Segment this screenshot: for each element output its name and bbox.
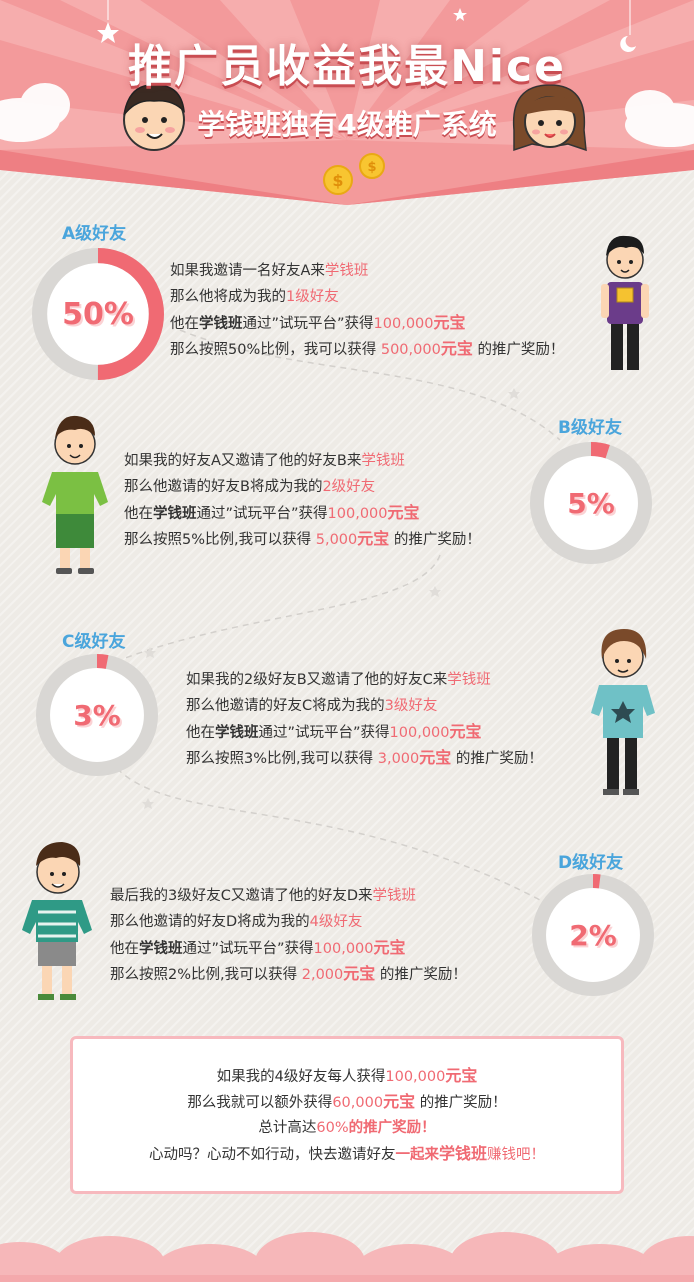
ring-progress bbox=[531, 873, 655, 997]
star-icon bbox=[97, 8, 467, 43]
level-c-label: C级好友 bbox=[62, 632, 126, 652]
level-line-2: 那么他邀请的好友B将成为我的2级好友 bbox=[124, 479, 376, 495]
level-c-ring: 3% bbox=[35, 653, 159, 777]
level-line-4: 那么按照5%比例,我可以获得 5,000元宝 的推广奖励！ bbox=[124, 529, 481, 548]
level-d-ring-chart bbox=[531, 873, 655, 997]
summary-line-3: 总计高达60%的推广奖励！ bbox=[258, 1120, 436, 1136]
connector-path bbox=[109, 329, 561, 901]
level-line-3: 他在学钱班通过”试玩平台”获得100,000元宝 bbox=[124, 503, 420, 522]
level-line-2: 那么他邀请的好友D将成为我的4级好友 bbox=[110, 914, 363, 930]
boy-a-figure bbox=[601, 235, 649, 370]
boy-face-icon bbox=[123, 84, 185, 151]
ring-progress bbox=[529, 441, 653, 565]
level-a-label: A级好友 bbox=[62, 224, 127, 244]
level-line-1: 如果我的好友A又邀请了他的好友B来学钱班 bbox=[124, 453, 405, 469]
ring-progress bbox=[32, 248, 164, 380]
ring-progress bbox=[35, 653, 159, 777]
summary-line-2: 那么我就可以额外获得60,000元宝 的推广奖励！ bbox=[187, 1092, 507, 1111]
level-line-3: 他在学钱班通过”试玩平台”获得100,000元宝 bbox=[170, 313, 466, 332]
level-b-label: B级好友 bbox=[558, 418, 622, 438]
level-line-4: 那么按照50%比例，我可以获得 500,000元宝 的推广奖励！ bbox=[170, 339, 565, 358]
summary-box: 如果我的4级好友每人获得100,000元宝 那么我就可以额外获得60,000元宝… bbox=[70, 1036, 624, 1194]
level-a-ring: 50% bbox=[32, 248, 164, 380]
page-subtitle: 学钱班独有4级推广系统 bbox=[197, 108, 497, 141]
level-c-ring-chart bbox=[35, 653, 159, 777]
summary-line-4: 心动吗？心动不如行动，快去邀请好友一起来学钱班赚钱吧！ bbox=[148, 1144, 545, 1163]
level-d-percent: 2% bbox=[569, 918, 617, 952]
cloud-icon bbox=[0, 83, 694, 147]
level-line-1: 如果我的2级好友B又邀请了他的好友C来学钱班 bbox=[186, 672, 491, 688]
header-rays: $ $ bbox=[0, 0, 694, 205]
boy-c-figure bbox=[591, 629, 655, 795]
level-b-percent: 5% bbox=[567, 486, 615, 520]
level-line-4: 那么按照3%比例,我可以获得 3,000元宝 的推广奖励！ bbox=[186, 748, 543, 767]
level-c-text: 如果我的2级好友B又邀请了他的好友C来学钱班 那么他邀请的好友C将成为我的3级好友… bbox=[186, 667, 543, 771]
level-b-text: 如果我的好友A又邀请了他的好友B来学钱班 那么他邀请的好友B将成为我的2级好友他在… bbox=[124, 448, 481, 552]
header-banner: $ $ 推广员收益我最Nice 学钱班独有4级推广系统 bbox=[0, 0, 694, 210]
level-line-3: 他在学钱班通过”试玩平台”获得100,000元宝 bbox=[186, 722, 482, 741]
boy-b-figure bbox=[42, 415, 108, 574]
level-line-1: 如果我邀请一名好友A来学钱班 bbox=[170, 263, 369, 279]
level-line-2: 那么他将成为我的1级好友 bbox=[170, 289, 339, 305]
level-d-text: 最后我的3级好友C又邀请了他的好友D来学钱班 那么他邀请的好友D将成为我的4级好友… bbox=[110, 883, 467, 987]
star-icon bbox=[142, 388, 520, 809]
svg-text:$: $ bbox=[332, 171, 343, 190]
level-line-4: 那么按照2%比例,我可以获得 2,000元宝 的推广奖励！ bbox=[110, 964, 467, 983]
bottom-decoration bbox=[0, 1232, 694, 1282]
coin-icon: $ $ bbox=[323, 153, 385, 195]
level-d-label: D级好友 bbox=[558, 853, 624, 873]
boy-d-figure bbox=[22, 842, 92, 1000]
level-line-3: 他在学钱班通过”试玩平台”获得100,000元宝 bbox=[110, 938, 406, 957]
summary-text: 如果我的4级好友每人获得100,000元宝 那么我就可以额外获得60,000元宝… bbox=[73, 1063, 621, 1167]
summary-line-1: 如果我的4级好友每人获得100,000元宝 bbox=[216, 1066, 478, 1085]
level-c-percent: 3% bbox=[73, 698, 121, 732]
level-a-text: 如果我邀请一名好友A来学钱班 那么他将成为我的1级好友他在学钱班通过”试玩平台”获… bbox=[170, 258, 564, 362]
level-b-ring: 5% bbox=[529, 441, 653, 565]
level-b-ring-chart bbox=[529, 441, 653, 565]
level-a-percent: 50% bbox=[62, 296, 134, 332]
level-d-ring: 2% bbox=[531, 873, 655, 997]
moon-icon bbox=[620, 36, 636, 52]
girl-face-icon bbox=[512, 84, 587, 152]
level-a-ring-chart bbox=[32, 248, 164, 380]
level-line-2: 那么他邀请的好友C将成为我的3级好友 bbox=[186, 698, 438, 714]
page-title: 推广员收益我最Nice bbox=[128, 41, 566, 92]
level-line-1: 最后我的3级好友C又邀请了他的好友D来学钱班 bbox=[110, 888, 417, 904]
svg-text:$: $ bbox=[367, 160, 376, 175]
